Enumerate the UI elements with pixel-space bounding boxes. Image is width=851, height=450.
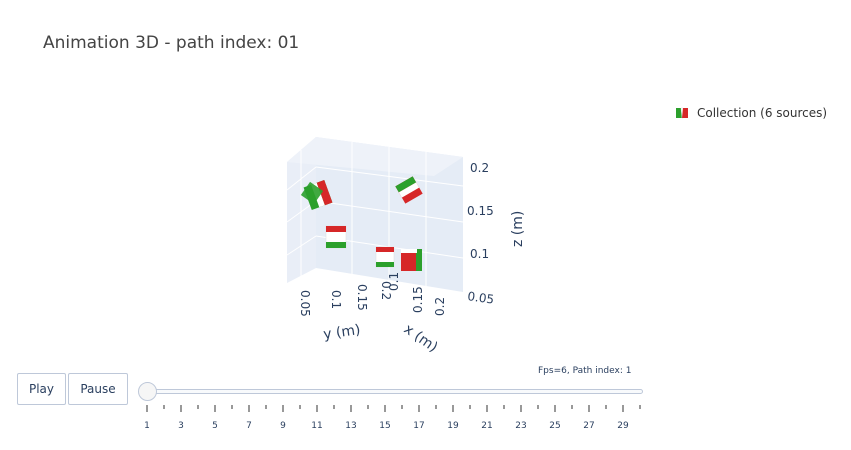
magnet-source-6[interactable] xyxy=(401,249,422,271)
chart-title: Animation 3D - path index: 01 xyxy=(43,33,300,53)
legend-swatch-icon xyxy=(676,107,688,119)
slider-rail[interactable] xyxy=(147,389,643,394)
z-axis: 0.2 0.15 0.1 0.05 z (m) xyxy=(467,161,526,307)
z-tick: 0.1 xyxy=(470,247,489,261)
z-tick: 0.15 xyxy=(467,204,494,218)
legend-item[interactable]: Collection (6 sources) xyxy=(675,106,827,120)
x-tick: 0.1 xyxy=(387,272,401,291)
y-axis-label: y (m) xyxy=(322,322,361,343)
y-tick: 0.05 xyxy=(298,290,312,317)
magnet-source-5[interactable] xyxy=(375,246,395,268)
y-axis: 0.05 0.1 0.15 0.2 y (m) xyxy=(298,281,393,343)
play-button[interactable]: Play xyxy=(17,373,66,405)
z-axis-label: z (m) xyxy=(510,211,526,247)
slider-grip[interactable] xyxy=(138,382,157,401)
magnet-source-3[interactable] xyxy=(395,176,423,204)
y-tick: 0.2 xyxy=(379,281,393,300)
legend-label: Collection (6 sources) xyxy=(697,106,828,120)
top-wall xyxy=(287,137,463,176)
x-axis-label: x (m) xyxy=(401,321,441,355)
pause-button[interactable]: Pause xyxy=(68,373,128,405)
x-tick: 0.15 xyxy=(411,286,425,313)
magnet-source-4[interactable] xyxy=(325,225,347,249)
y-tick: 0.15 xyxy=(355,284,369,311)
y-tick: 0.1 xyxy=(329,290,343,309)
slider-current-value: Fps=6, Path index: 1 xyxy=(538,366,632,376)
z-tick: 0.05 xyxy=(467,289,495,307)
x-tick: 0.2 xyxy=(433,297,447,316)
magnet-source-2[interactable] xyxy=(300,181,324,205)
z-tick: 0.2 xyxy=(470,161,489,175)
